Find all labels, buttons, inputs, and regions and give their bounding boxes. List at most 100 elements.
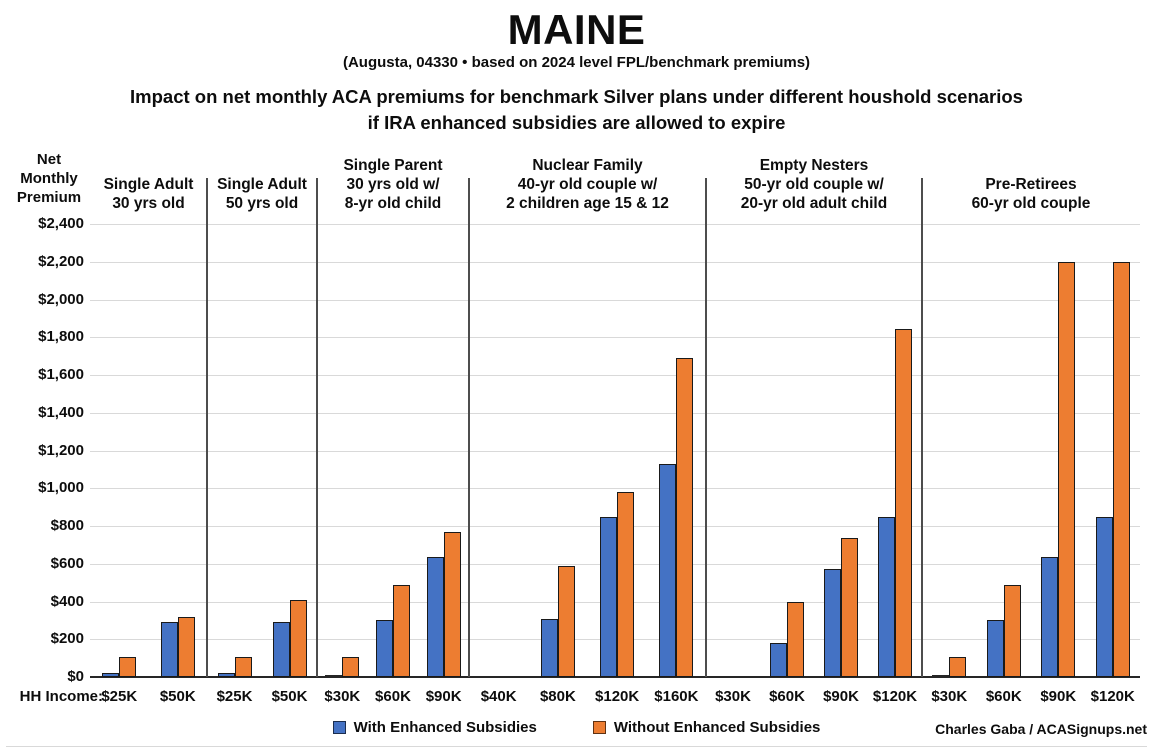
legend-item-without-subsidies: Without Enhanced Subsidies bbox=[592, 719, 821, 736]
y-tick-label: $800 bbox=[50, 517, 84, 534]
group-header-line: 2 children age 15 & 12 bbox=[506, 195, 669, 212]
y-tick-label: $2,400 bbox=[38, 215, 84, 232]
bar-without-enhanced-subsidies bbox=[841, 538, 858, 677]
bar-with-enhanced-subsidies bbox=[600, 516, 618, 677]
x-tick-label: $90K bbox=[1040, 688, 1077, 705]
legend-swatch-blue bbox=[332, 721, 346, 734]
x-tick-label: $40K bbox=[480, 688, 517, 705]
x-axis-line bbox=[90, 676, 1140, 678]
group-header: Single Adult 30 yrs old bbox=[90, 150, 207, 213]
bar-without-enhanced-subsidies bbox=[557, 565, 575, 677]
y-tick-label: $1,400 bbox=[38, 403, 84, 421]
chart-subtitle: (Augusta, 04330 • based on 2024 level FP… bbox=[342, 54, 811, 71]
group-header: Single Adult 50 yrs old bbox=[207, 150, 317, 213]
group-header-line: 50-yr old couple w/ bbox=[744, 176, 884, 193]
group-separator bbox=[206, 178, 208, 677]
y-tick-label: $400 bbox=[50, 592, 84, 610]
bar-without-enhanced-subsidies bbox=[342, 657, 360, 677]
group-header-line: 50 yrs old bbox=[225, 195, 299, 212]
group-header: Empty Nesters 50-yr old couple w/20-yr ol… bbox=[706, 150, 922, 213]
y-tick-label: $600 bbox=[50, 554, 84, 572]
x-tick-label: $30K bbox=[931, 688, 968, 705]
y-tick-label: $200 bbox=[50, 630, 84, 648]
x-tick-label: $25K bbox=[101, 688, 138, 705]
bar-without-enhanced-subsidies bbox=[234, 657, 252, 677]
bar-with-enhanced-subsidies bbox=[272, 622, 290, 677]
legend-label-without-subsidies: Without Enhanced Subsidies bbox=[613, 719, 821, 736]
group-header: Single Parent 30 yrs old w/8-yr old child bbox=[317, 150, 469, 213]
bar-with-enhanced-subsidies bbox=[160, 622, 178, 677]
group-header-line: Nuclear Family bbox=[532, 157, 643, 174]
chart-heading-line2: if IRA enhanced subsidies are allowed to… bbox=[367, 112, 786, 133]
bar-without-enhanced-subsidies bbox=[289, 599, 307, 677]
bar-with-enhanced-subsidies bbox=[426, 557, 444, 677]
group-header-line: 40-yr old couple w/ bbox=[517, 176, 658, 193]
bar-without-enhanced-subsidies bbox=[676, 358, 694, 677]
credit-text: Charles Gaba / ACASignups.net bbox=[935, 721, 1147, 737]
group-header: Pre-Retirees 60-yr old couple bbox=[922, 150, 1140, 213]
bar-without-enhanced-subsidies bbox=[949, 657, 967, 677]
bar-with-enhanced-subsidies bbox=[540, 619, 558, 677]
y-tick-label: $1,200 bbox=[38, 441, 84, 459]
bar-without-enhanced-subsidies bbox=[617, 492, 635, 677]
bar-with-enhanced-subsidies bbox=[659, 463, 677, 677]
x-tick-label: $60K bbox=[375, 688, 411, 705]
bar-without-enhanced-subsidies bbox=[1058, 261, 1076, 677]
bar-without-enhanced-subsidies bbox=[787, 602, 804, 677]
bar-with-enhanced-subsidies bbox=[932, 675, 950, 677]
gridline bbox=[90, 450, 1140, 452]
group-header-line: Single Parent bbox=[343, 157, 443, 174]
x-tick-label: $30K bbox=[715, 688, 751, 705]
bottom-divider bbox=[6, 746, 1147, 747]
bar-with-enhanced-subsidies bbox=[986, 620, 1004, 677]
group-header-line: 20-yr old adult child bbox=[740, 195, 888, 212]
gridline bbox=[90, 261, 1140, 263]
group-header: Nuclear Family 40-yr old couple w/2 child… bbox=[469, 150, 706, 213]
x-tick-label: $160K bbox=[654, 688, 699, 705]
y-axis-title: Net Monthly Premium bbox=[16, 151, 82, 206]
bar-with-enhanced-subsidies bbox=[824, 569, 841, 677]
x-tick-label: $90K bbox=[823, 688, 859, 705]
bar-with-enhanced-subsidies bbox=[325, 675, 343, 677]
gridline bbox=[90, 299, 1140, 301]
x-tick-label: $120K bbox=[872, 688, 918, 705]
legend-label-with-subsidies: With Enhanced Subsidies bbox=[353, 719, 537, 736]
y-tick-label: $2,200 bbox=[38, 252, 84, 270]
bar-with-enhanced-subsidies bbox=[1041, 557, 1059, 677]
bar-without-enhanced-subsidies bbox=[1112, 261, 1130, 677]
group-header-line: 60-yr old couple bbox=[971, 195, 1091, 212]
legend-item-with-subsidies: With Enhanced Subsidies bbox=[332, 719, 537, 736]
legend-swatch-orange bbox=[592, 721, 606, 734]
gridline bbox=[90, 337, 1140, 339]
x-tick-label: $120K bbox=[1090, 688, 1135, 705]
group-separator bbox=[316, 178, 318, 677]
y-tick-label: $1,600 bbox=[38, 366, 84, 383]
bar-with-enhanced-subsidies bbox=[770, 643, 787, 677]
group-separator bbox=[705, 178, 707, 677]
bar-with-enhanced-subsidies bbox=[102, 673, 120, 677]
group-header-line: Empty Nesters bbox=[759, 157, 869, 174]
x-tick-label: $25K bbox=[216, 688, 253, 705]
bar-with-enhanced-subsidies bbox=[1095, 516, 1113, 677]
y-tick-label: $2,000 bbox=[38, 290, 84, 308]
group-header-line: 8-yr old child bbox=[344, 195, 442, 212]
x-tick-label: $120K bbox=[595, 688, 640, 705]
state-title: MAINE bbox=[507, 6, 646, 53]
gridline bbox=[90, 375, 1140, 376]
x-tick-label: $90K bbox=[425, 688, 462, 705]
group-header-line: 30 yrs old w/ bbox=[346, 176, 440, 193]
group-separator bbox=[468, 178, 470, 677]
bar-with-enhanced-subsidies bbox=[376, 620, 393, 677]
group-header-line: Single Adult bbox=[217, 176, 307, 193]
x-tick-label: $50K bbox=[159, 688, 196, 705]
group-header-line: 30 yrs old bbox=[112, 195, 185, 212]
bar-without-enhanced-subsidies bbox=[119, 657, 137, 677]
gridline bbox=[90, 412, 1140, 414]
bar-with-enhanced-subsidies bbox=[878, 516, 895, 677]
x-tick-label: $60K bbox=[985, 688, 1022, 705]
x-tick-label: $30K bbox=[324, 688, 361, 705]
y-tick-label: $1,800 bbox=[38, 328, 84, 346]
gridline bbox=[90, 224, 1140, 225]
